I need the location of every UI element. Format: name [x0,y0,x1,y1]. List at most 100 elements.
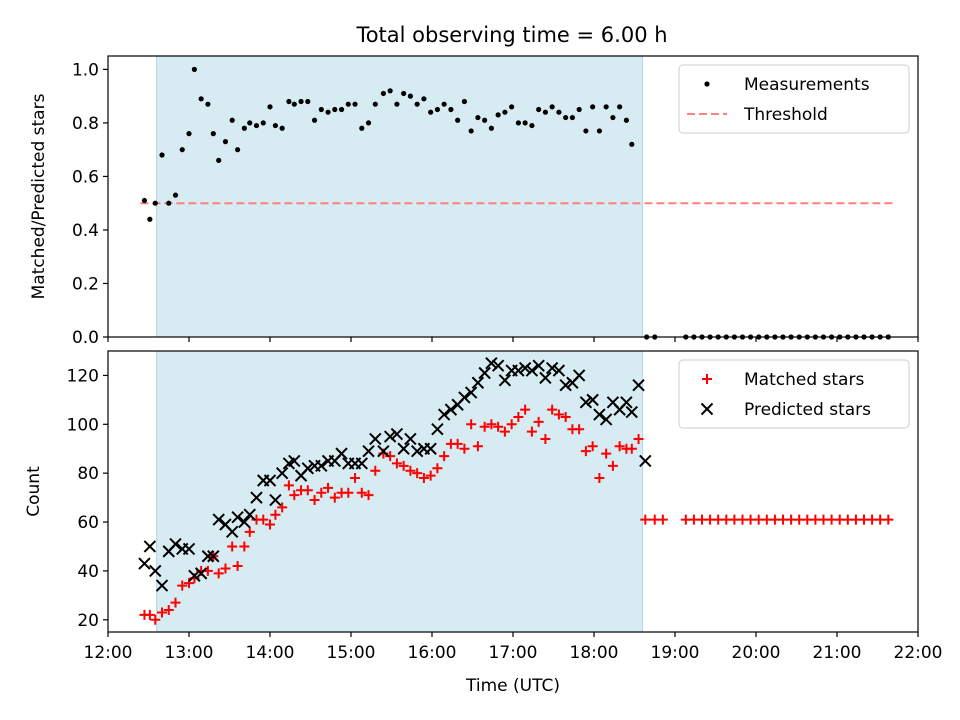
y-tick-label: 0.8 [72,114,99,134]
predicted-star-point [335,447,348,460]
matched-star-point [513,411,524,422]
predicted-star-point [586,393,599,407]
measurement-point [338,106,345,113]
measurement-point [569,114,576,121]
measurement-point [216,157,222,163]
matched-star-point [227,541,238,552]
matched-star-point [574,424,585,435]
x-axis-label: Time (UTC) [465,676,560,696]
matched-star-point [520,404,531,415]
measurement-point [247,120,253,126]
x-tick-label: 14:00 [246,643,295,663]
predicted-star-point [545,361,559,375]
matched-star-point [412,468,423,479]
predicted-star-point [471,376,485,389]
matched-star-point [157,607,167,618]
measurement-point [502,109,508,115]
measurement-point [235,147,241,153]
measurement-point [448,106,454,113]
legend-box [678,359,910,429]
matched-star-point [633,433,644,444]
predicted-star-point [512,364,525,377]
matched-star-point [533,416,544,427]
matched-star-point [506,419,517,430]
measurement-point [441,101,447,107]
measurement-point [488,125,494,131]
predicted-star-point [231,510,244,524]
measurement-point [311,117,318,123]
matched-star-point [309,495,320,506]
measurement-point [407,93,413,99]
predicted-star-point [315,459,328,473]
x-tick-label: 16:00 [408,643,457,663]
bottom-panel: 12:00 13:00 14:00 15:00 16:00 17:00 18:00 19:00… [24,350,943,696]
measurement-point [556,109,562,115]
matched-star-point [163,605,174,616]
measurement-point [345,101,351,107]
y-tick-label: 20 [77,611,99,631]
measurement-point [455,117,461,123]
matched-star-point [472,441,483,452]
measurement-point [563,114,569,121]
top-panel: 0.0 0.2 0.4 0.6 0.8 1.0 Matched/Predicted star… [29,55,919,348]
measurement-point [352,101,358,107]
matched-star-point [580,446,591,457]
matched-star-point [277,502,288,513]
predicted-star-point [532,359,545,372]
matched-star-point [244,526,255,537]
matched-star-point [213,568,224,579]
y-tick-label: 0.0 [72,328,99,348]
predicted-star-point [632,379,645,392]
predicted-star-point [485,357,498,370]
predicted-star-point [458,391,471,404]
matched-star-point [883,514,894,525]
measurement-point [279,125,285,131]
predicted-star-point [355,457,369,470]
predicted-star-point [212,513,225,526]
matched-star-point [370,465,381,476]
predicted-star-point [410,444,424,458]
measurement-point [509,104,515,110]
measurement-point [272,122,278,129]
y-tick-label: 40 [77,562,99,582]
matched-star-point [601,448,612,459]
measurement-point [549,104,555,110]
matched-star-point [486,419,497,430]
y-tick-label: 0.6 [72,167,99,187]
matched-star-point [439,451,450,462]
predicted-star-point [263,474,277,487]
x-tick-label: 13:00 [165,643,214,663]
predicted-star-point [288,454,301,468]
matched-star-point [343,487,354,498]
measurement-point [359,125,365,131]
measurement-point [286,98,292,105]
measurement-point [210,131,216,137]
measurement-point [198,96,204,102]
predicted-star-point [138,557,151,570]
matched-star-point [540,433,551,444]
y-tick-label: 100 [67,415,99,435]
matched-star-point [657,514,668,525]
matched-star-point [329,492,340,503]
observing-window-shade [156,350,644,633]
legend-label: Threshold [743,105,828,125]
measurement-point [291,101,297,107]
measurement-point [267,104,273,110]
matched-star-point [356,487,367,498]
measurement-point [191,66,197,72]
measurement-point [147,216,153,222]
matched-star-point [626,443,637,454]
measurement-point [596,128,603,134]
matched-star-point [459,443,470,454]
predicted-star-point [404,432,417,446]
legend-matched-marker [702,374,712,384]
legend-label: Measurements [744,75,870,95]
measurement-point [172,192,179,198]
figure-title: Total observing time = 6.00 h [355,23,667,47]
measurement-point [536,106,542,113]
measurement-point [141,197,148,204]
predicted-star-point [478,366,491,380]
matched-star-point [316,487,327,498]
measurement-point [222,139,229,145]
